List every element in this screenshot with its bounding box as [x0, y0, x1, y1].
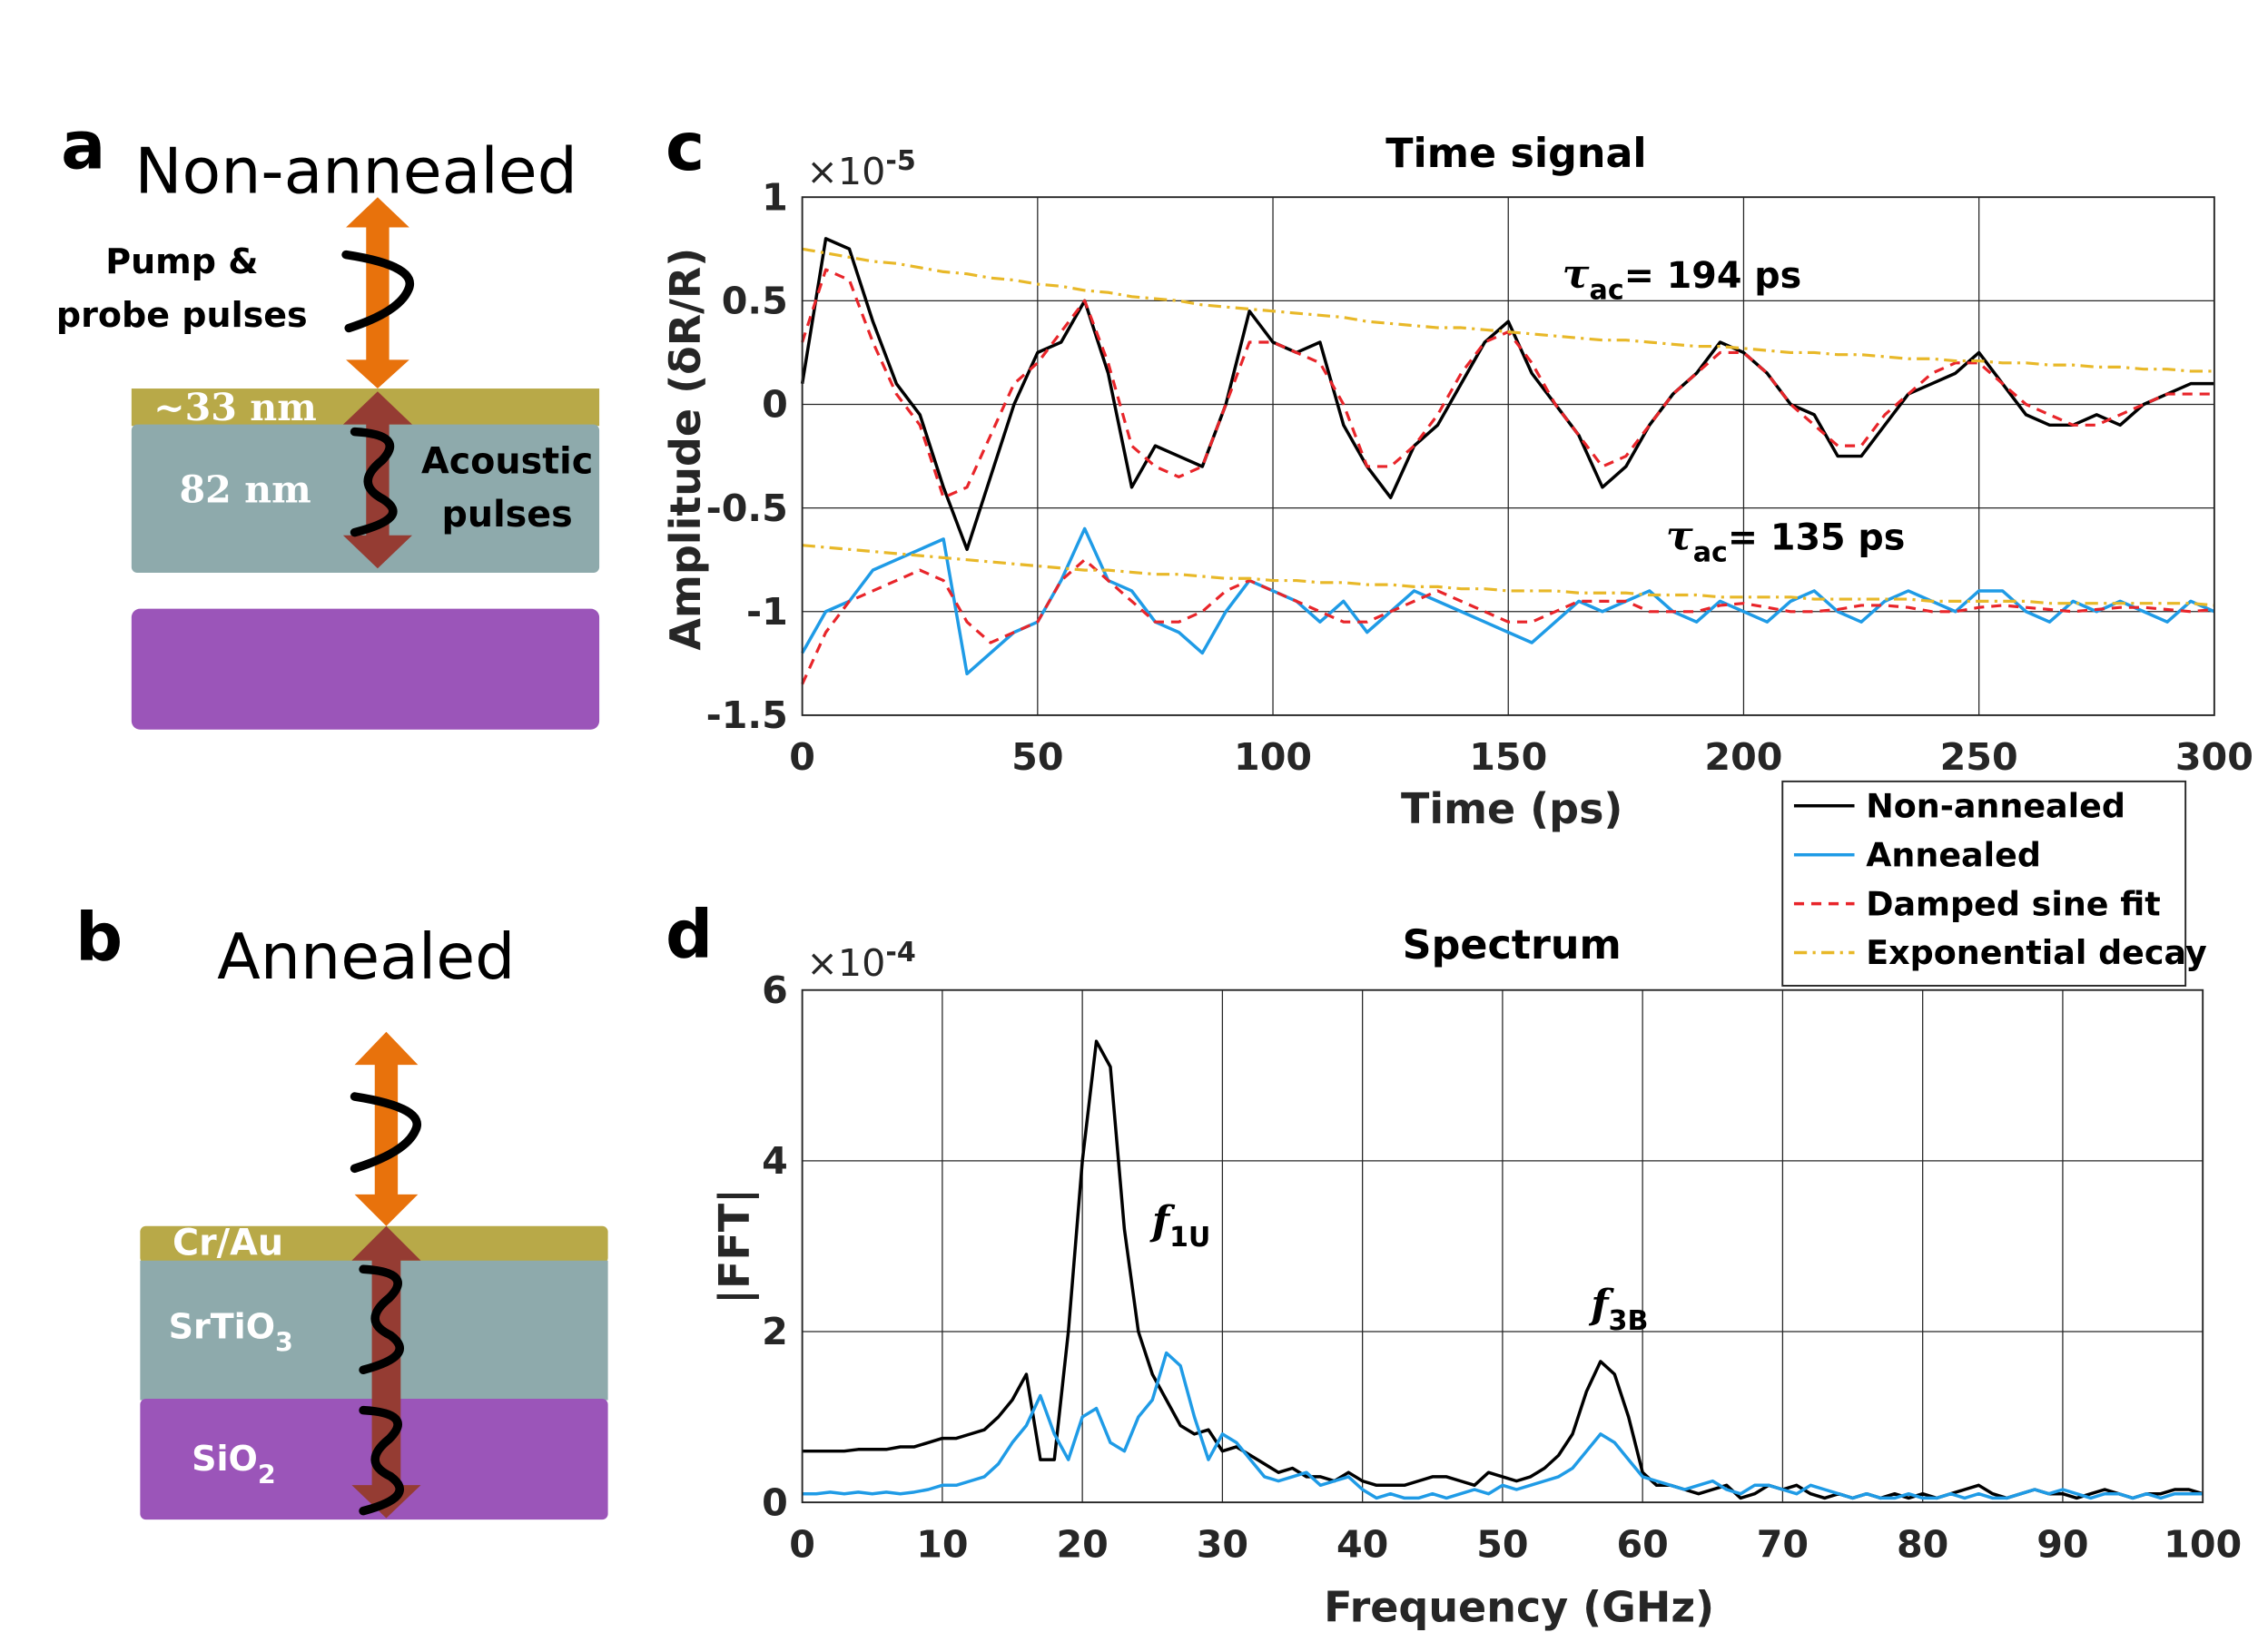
chart: 0 50 100 150 200 250 300 -1.5 -1 -0.5 0 0.5 1 Time si… [661, 109, 2253, 987]
x-axis-label: Time (ps) [1401, 784, 1622, 833]
layer-label: 82 nm [179, 467, 311, 511]
layer-label: SiO2 [192, 1439, 276, 1490]
multiplier-exponent: -5 [885, 145, 915, 177]
legend-label: Non-annealed [1866, 786, 2125, 825]
acoustic-label: Acoustic [421, 441, 593, 483]
annotation-sub: 1U [1169, 1222, 1210, 1254]
optical-arrow [354, 1031, 419, 1226]
x-tick-label: 10 [916, 1522, 968, 1566]
annotation-symbol: τ [1666, 513, 1693, 560]
legend-label: Annealed [1866, 835, 2041, 874]
multiplier-exponent: -4 [885, 937, 915, 969]
annotation-sub: 3B [1608, 1305, 1648, 1337]
substrate [131, 608, 600, 730]
diagram-title: Non-annealed [134, 134, 577, 208]
pump-label: Pump & [105, 241, 258, 281]
data-line [802, 247, 2214, 373]
layer-label: Cr/Au [173, 1222, 283, 1264]
y-tick-label: 6 [762, 969, 788, 1012]
y-axis-label: Amplitude (δR/R) [661, 248, 710, 651]
layer-label-sub: 2 [258, 1460, 276, 1490]
y-tick-label: 4 [762, 1139, 788, 1183]
y-multiplier: ×10-4 [806, 937, 915, 985]
annotation-sub: ac [1693, 536, 1728, 568]
multiplier-base: ×10 [806, 941, 885, 985]
acoustic-wave [359, 1405, 404, 1516]
panel-label: b [75, 899, 123, 976]
diagram-title: Annealed [217, 920, 515, 994]
x-axis-label: Frequency (GHz) [1324, 1583, 1714, 1632]
y-tick-label: 0.5 [722, 280, 788, 323]
acoustic-arrow [351, 1225, 421, 1519]
layer-label-text: SrTiO [169, 1306, 275, 1346]
acoustic-label: pulses [442, 494, 573, 536]
y-tick-label: -1.5 [706, 693, 788, 737]
data-line [802, 1351, 2204, 1500]
multiplier-base: ×10 [806, 150, 885, 193]
annotation-text: = 135 ps [1728, 517, 1905, 559]
legend-label: Exponential decay [1866, 933, 2207, 972]
x-tick-label: 90 [2036, 1522, 2088, 1566]
axes-box [801, 988, 2204, 1504]
annotation-sub: ac [1590, 275, 1624, 307]
layer-label-sub: 3 [275, 1328, 293, 1358]
optical-arrow [346, 197, 409, 389]
light-wave [350, 1092, 421, 1174]
chart-title: Time signal [1385, 131, 1646, 177]
acoustic-wave [359, 1264, 404, 1375]
data-line [802, 1039, 2204, 1500]
layer-label: ~33 nm [153, 385, 317, 429]
acoustic-arrow [342, 391, 412, 569]
annotation: f1U [1149, 1197, 1210, 1254]
x-tick-label: 0 [789, 1522, 815, 1566]
y-tick-label: -1 [746, 590, 788, 634]
data-line [802, 544, 2215, 607]
y-axis-label: |FFT| [710, 1188, 760, 1304]
x-tick-label: 50 [1476, 1522, 1528, 1566]
pump-label: probe pulses [56, 295, 308, 335]
y-tick-label: 0 [762, 1480, 788, 1524]
panel-b: b Annealed Cr/Au SrTiO3 SiO2 [75, 899, 608, 1520]
y-multiplier: ×10-5 [806, 145, 915, 193]
y-tick-label: -0.5 [706, 487, 788, 530]
layer-label: SrTiO3 [169, 1306, 293, 1357]
data-line [801, 558, 2215, 685]
x-tick-label: 100 [1234, 735, 1312, 779]
panel-label: a [61, 107, 105, 184]
x-tick-label: 200 [1704, 735, 1782, 779]
y-tick-label: 1 [762, 175, 788, 219]
x-tick-label: 40 [1336, 1522, 1388, 1566]
annotation-text: = 194 ps [1624, 255, 1801, 297]
legend-label: Damped sine fit [1866, 884, 2160, 923]
panel-label: d [666, 896, 713, 973]
x-tick-label: 250 [1940, 735, 2018, 779]
x-tick-label: 20 [1056, 1522, 1108, 1566]
panel-label: c [666, 109, 705, 186]
y-tick-label: 2 [762, 1310, 788, 1353]
annotation: τac= 135 ps [1666, 513, 1905, 569]
data-line [800, 237, 2214, 552]
x-tick-label: 60 [1616, 1522, 1668, 1566]
chart-title: Spectrum [1403, 922, 1622, 969]
x-tick-label: 100 [2164, 1522, 2242, 1566]
annotation-symbol: τ [1563, 251, 1590, 298]
acoustic-wave [350, 427, 398, 537]
x-tick-label: 80 [1897, 1522, 1948, 1566]
light-wave [341, 250, 414, 333]
x-tick-label: 50 [1011, 735, 1063, 779]
annotation: τac= 194 ps [1563, 251, 1802, 307]
x-tick-label: 70 [1757, 1522, 1809, 1566]
x-tick-label: 150 [1469, 735, 1547, 779]
axes-box [801, 196, 2215, 716]
y-tick-label: 0 [762, 383, 788, 427]
x-tick-label: 0 [789, 735, 815, 779]
x-tick-label: 30 [1197, 1522, 1248, 1566]
layer [131, 424, 600, 573]
x-tick-label: 300 [2175, 735, 2253, 779]
chart: 0 10 20 30 40 50 60 70 80 90 100 0 2 4 6 Spectrum Freque… [666, 896, 2242, 1631]
panel-a: a Non-annealed Pump & probe pulses ~33 n… [56, 107, 600, 730]
layer-label-text: SiO [192, 1439, 258, 1479]
